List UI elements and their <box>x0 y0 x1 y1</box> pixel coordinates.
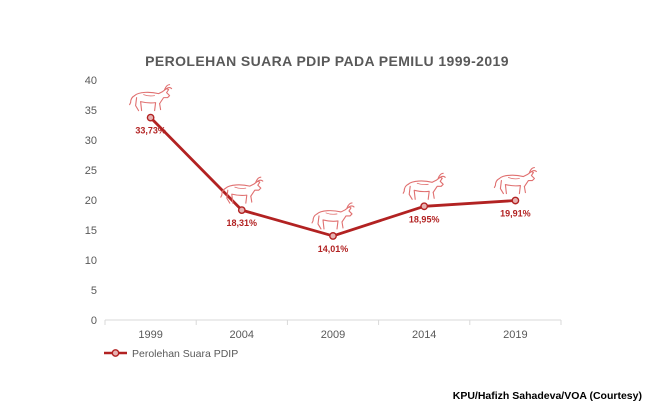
legend: Perolehan Suara PDIP <box>104 348 238 360</box>
y-tick-label: 40 <box>85 75 97 87</box>
series-line <box>149 116 516 238</box>
y-tick-label: 35 <box>85 105 97 117</box>
y-axis: 0 5 10 15 20 25 30 35 40 <box>85 75 97 327</box>
bull-icon <box>493 166 537 195</box>
data-label: 33,73% <box>135 126 166 136</box>
bull-icon <box>129 84 173 112</box>
bull-icon <box>402 172 446 200</box>
x-tick-label: 2019 <box>503 329 527 341</box>
x-tick-label: 2004 <box>230 329 254 341</box>
x-tick-label: 2009 <box>321 329 345 341</box>
data-point <box>146 113 155 122</box>
y-tick-label: 20 <box>85 195 97 207</box>
data-point <box>511 196 520 205</box>
bull-icon <box>311 202 355 230</box>
y-tick-label: 10 <box>85 255 97 267</box>
chart-title: PEROLEHAN SUARA PDIP PADA PEMILU 1999-20… <box>145 53 509 69</box>
data-label: 14,01% <box>318 244 349 254</box>
y-tick-label: 30 <box>85 135 97 147</box>
y-tick-label: 5 <box>91 285 97 297</box>
y-tick-label: 25 <box>85 165 97 177</box>
bull-icon <box>220 176 264 204</box>
y-tick-label: 0 <box>91 315 97 327</box>
x-tick-label: 1999 <box>138 329 162 341</box>
data-label: 18,95% <box>409 214 440 224</box>
data-point <box>420 202 429 211</box>
y-tick-label: 15 <box>85 225 97 237</box>
photo-credit: KPU/Hafizh Sahadeva/VOA (Courtesy) <box>444 386 650 406</box>
series-layer: 33,73% 18,31% 14,01% 18,95% 19,91% <box>129 84 537 254</box>
x-axis: 1999 2004 2009 2014 2019 <box>104 319 562 341</box>
legend-marker <box>111 349 120 357</box>
data-point <box>329 232 337 240</box>
legend-label: Perolehan Suara PDIP <box>132 348 238 360</box>
data-label: 19,91% <box>500 209 531 219</box>
x-tick-label: 2014 <box>412 329 436 341</box>
data-point <box>237 206 246 215</box>
data-label: 18,31% <box>227 218 258 228</box>
